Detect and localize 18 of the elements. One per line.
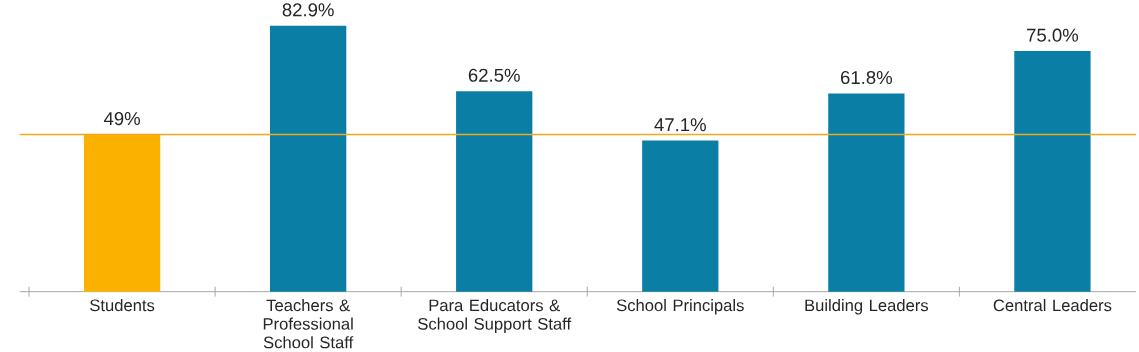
bar <box>83 134 161 292</box>
data-label: 49% <box>103 112 140 126</box>
data-label: 75.0% <box>1027 28 1079 42</box>
x-tick-label: Para Educators & School Support Staff <box>418 299 572 334</box>
data-label: 62.5% <box>468 68 520 83</box>
bar <box>642 140 719 292</box>
bar <box>828 93 905 292</box>
data-label: 61.8% <box>840 71 892 85</box>
bar <box>1014 51 1091 292</box>
x-tick-label: Building Leaders <box>805 299 929 315</box>
data-label: 47.1% <box>654 118 706 132</box>
data-label: 82.9% <box>282 3 334 17</box>
x-tick-label: Students <box>90 299 155 312</box>
x-tick-label: Teachers & Professional School Staff <box>263 299 354 349</box>
x-tick-label: School Principals <box>616 299 744 315</box>
x-tick-label: Central Leaders <box>993 299 1112 312</box>
bar <box>270 25 347 292</box>
bar <box>456 91 533 292</box>
